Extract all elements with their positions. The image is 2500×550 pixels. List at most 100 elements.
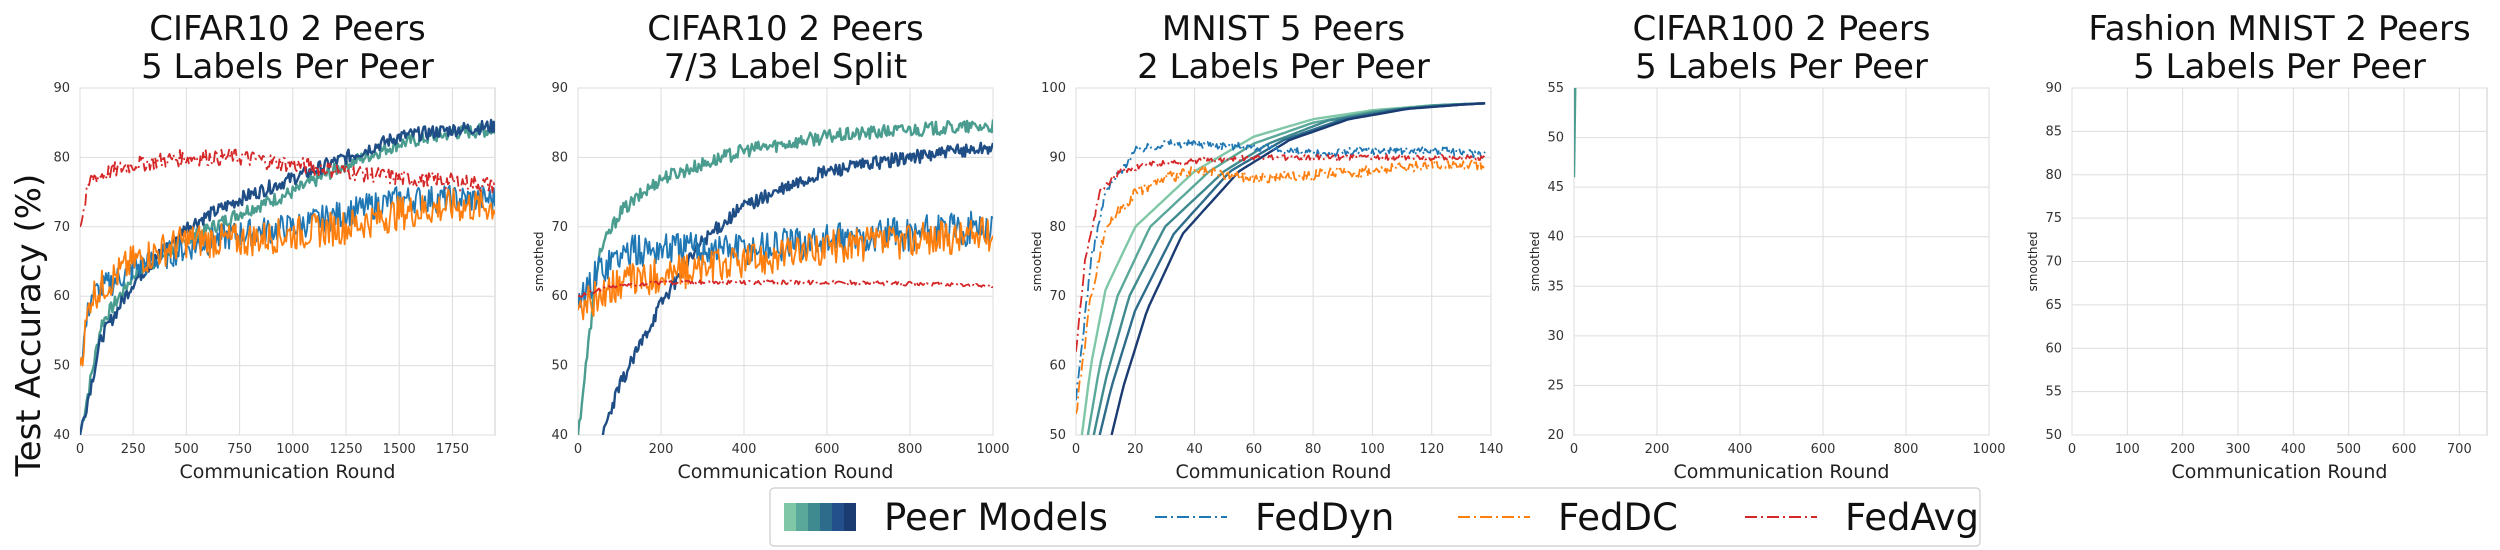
x-tick-label: 0 xyxy=(76,442,84,457)
y-tick-label: 45 xyxy=(1547,180,1564,195)
x-tick-label: 1000 xyxy=(276,442,309,457)
x-tick-label: 60 xyxy=(1246,442,1263,457)
chart-title: CIFAR10 2 Peers 5 Labels Per Peer xyxy=(141,9,434,87)
chart-panels: 0 250 500 750 1000 1250 1500 1750405060708090CI… xyxy=(53,9,2488,483)
y-tick-label: 65 xyxy=(2045,298,2062,313)
y-axis-label: smoothed xyxy=(1030,232,1044,292)
plot-area xyxy=(1573,87,1990,436)
x-tick-label: 20 xyxy=(1127,442,1144,457)
series-group xyxy=(1574,88,1577,178)
legend-entry-1: Peer Models xyxy=(784,496,1108,539)
legend-swatch xyxy=(808,503,820,531)
peer-model-line-1 xyxy=(578,119,993,435)
y-tick-label: 80 xyxy=(551,150,568,165)
legend-label: FedDyn xyxy=(1255,496,1394,539)
x-tick-label: 800 xyxy=(1894,442,1919,457)
y-tick-label: 40 xyxy=(53,428,70,443)
x-tick-label: 800 xyxy=(898,442,923,457)
x-axis-label: Communication Round xyxy=(1674,461,1890,483)
x-axis-label: Communication Round xyxy=(180,461,396,483)
peer-model-line-5 xyxy=(1110,102,1486,435)
x-tick-label: 0 xyxy=(1570,442,1578,457)
chart-panel-1: 0 250 500 750 1000 1250 1500 1750 40 50 60 70 80 90 CI… xyxy=(53,9,496,483)
x-tick-label: 200 xyxy=(649,442,674,457)
y-axis-label: smoothed xyxy=(2026,232,2040,292)
y-tick-label: 20 xyxy=(1547,428,1564,443)
x-tick-label: 250 xyxy=(121,442,146,457)
y-tick-label: 90 xyxy=(53,81,70,96)
y-tick-label: 90 xyxy=(1049,150,1066,165)
legend-label: Peer Models xyxy=(884,496,1108,539)
y-tick-label: 50 xyxy=(53,359,70,374)
x-tick-label: 1250 xyxy=(329,442,362,457)
figure-ylabel: Test Accuracy (%) xyxy=(9,174,49,478)
plot-area xyxy=(1075,87,1492,436)
y-tick-label: 70 xyxy=(1049,289,1066,304)
x-tick-label: 40 xyxy=(1186,442,1203,457)
y-tick-label: 60 xyxy=(551,289,568,304)
x-tick-label: 400 xyxy=(732,442,757,457)
chart-title: CIFAR10 2 Peers 7/3 Label Split xyxy=(647,9,923,87)
chart-panel-4: 0 200 400 600 800 1000 20 25 30 35 40 45 50 55 CIFAR10… xyxy=(1528,9,2006,483)
y-tick-label: 85 xyxy=(2045,124,2062,139)
legend-entry-2: FedDyn xyxy=(1155,496,1394,539)
y-tick-label: 40 xyxy=(551,428,568,443)
legend-swatch xyxy=(820,503,832,531)
chart-panel-3: 0 20 40 60 80 100 120 140 50 60 70 80 90 100 MNIST 5 P… xyxy=(1030,9,1503,483)
y-tick-label: 60 xyxy=(1049,359,1066,374)
y-tick-label: 60 xyxy=(53,289,70,304)
peer-model-line-1 xyxy=(1574,88,1577,178)
chart-panel-2: 0 200 400 600 800 1000 40 50 60 70 80 90 CIFAR10 2 P… xyxy=(532,9,1010,483)
baseline-line-7 xyxy=(1076,157,1486,415)
x-tick-label: 600 xyxy=(1811,442,1836,457)
legend-box xyxy=(769,487,1981,547)
y-tick-label: 50 xyxy=(2045,428,2062,443)
series-group xyxy=(80,118,495,435)
legend-swatch xyxy=(832,503,844,531)
baseline-line-4 xyxy=(80,188,495,367)
y-tick-label: 75 xyxy=(2045,211,2062,226)
x-tick-label: 1750 xyxy=(436,442,469,457)
baseline-line-6 xyxy=(1076,138,1486,401)
legend-label: FedDC xyxy=(1558,496,1678,539)
y-tick-label: 90 xyxy=(2045,81,2062,96)
legend-entry-3: FedDC xyxy=(1458,496,1678,539)
x-tick-label: 120 xyxy=(1419,442,1444,457)
y-tick-label: 50 xyxy=(1547,131,1564,146)
x-tick-label: 300 xyxy=(2226,442,2251,457)
chart-title: CIFAR100 2 Peers 5 Labels Per Peer xyxy=(1632,9,1930,87)
x-tick-label: 80 xyxy=(1305,442,1322,457)
y-tick-label: 50 xyxy=(1049,428,1066,443)
x-tick-label: 400 xyxy=(1728,442,1753,457)
x-tick-label: 600 xyxy=(2392,442,2417,457)
y-tick-label: 80 xyxy=(53,150,70,165)
legend-swatch xyxy=(844,503,856,531)
x-tick-label: 140 xyxy=(1479,442,1504,457)
x-tick-label: 750 xyxy=(227,442,252,457)
y-tick-label: 40 xyxy=(1547,230,1564,245)
legend-entry-4: FedAvg xyxy=(1745,496,1979,539)
x-tick-label: 600 xyxy=(815,442,840,457)
legend-swatch xyxy=(796,503,808,531)
chart-title: Fashion MNIST 2 Peers 5 Labels Per Peer xyxy=(2088,9,2470,87)
legend-swatch xyxy=(784,503,796,531)
x-tick-label: 500 xyxy=(174,442,199,457)
series-group xyxy=(1076,102,1486,435)
x-tick-label: 100 xyxy=(2115,442,2140,457)
y-tick-label: 80 xyxy=(2045,168,2062,183)
baseline-line-4 xyxy=(578,216,993,321)
x-tick-label: 200 xyxy=(1645,442,1670,457)
x-tick-label: 400 xyxy=(2281,442,2306,457)
x-tick-label: 0 xyxy=(1072,442,1080,457)
y-tick-label: 55 xyxy=(1547,81,1564,96)
x-tick-label: 0 xyxy=(574,442,582,457)
y-tick-label: 55 xyxy=(2045,385,2062,400)
y-axis-label: smoothed xyxy=(1528,232,1542,292)
y-tick-label: 70 xyxy=(2045,255,2062,270)
chart-title: MNIST 5 Peers 2 Labels Per Peer xyxy=(1137,9,1430,87)
y-tick-label: 100 xyxy=(1041,81,1066,96)
peer-model-line-2 xyxy=(80,118,495,435)
x-tick-label: 200 xyxy=(2170,442,2195,457)
baseline-line-5 xyxy=(578,279,993,298)
series-group xyxy=(578,119,993,435)
